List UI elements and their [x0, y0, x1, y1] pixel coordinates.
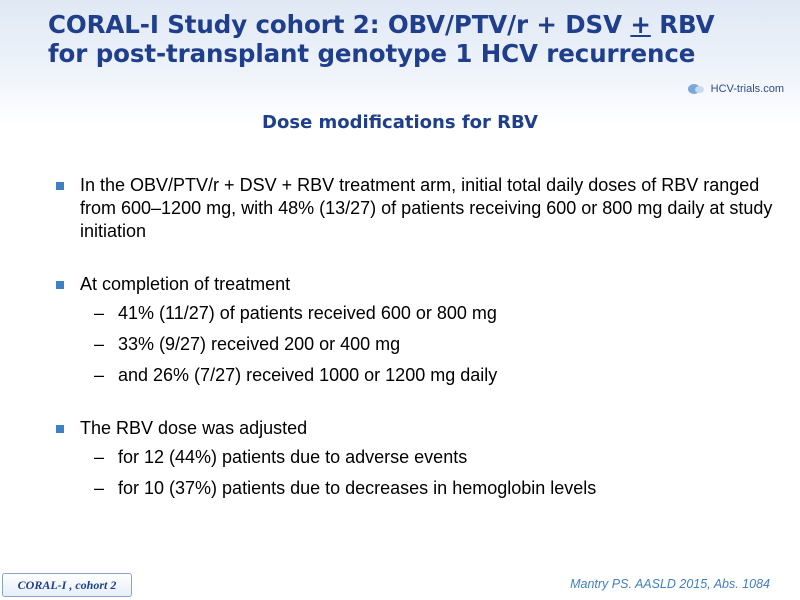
- square-bullet-icon: [56, 425, 64, 433]
- dash-icon: –: [94, 365, 105, 385]
- title-line-1: CORAL-I Study cohort 2: OBV/PTV/r + DSV …: [48, 10, 788, 39]
- bullet-text: At completion of treatment: [80, 274, 291, 294]
- square-bullet-icon: [56, 281, 64, 289]
- hcv-trials-logo: HCV-trials.com: [687, 80, 784, 98]
- sub-bullet-item: – 41% (11/27) of patients received 600 o…: [56, 302, 776, 325]
- slide-subtitle: Dose modifications for RBV: [262, 112, 538, 133]
- slide-content: In the OBV/PTV/r + DSV + RBV treatment a…: [56, 174, 776, 500]
- bullet-item: In the OBV/PTV/r + DSV + RBV treatment a…: [56, 174, 776, 243]
- sub-bullet-text: 33% (9/27) received 200 or 400 mg: [118, 334, 401, 354]
- sub-bullet-text: and 26% (7/27) received 1000 or 1200 mg …: [118, 365, 498, 385]
- logo-text: HCV-trials.com: [710, 83, 784, 95]
- sub-bullet-item: – and 26% (7/27) received 1000 or 1200 m…: [56, 364, 776, 387]
- bullet-text: The RBV dose was adjusted: [80, 418, 308, 438]
- sub-bullet-text: for 10 (37%) patients due to decreases i…: [118, 478, 597, 498]
- sub-bullet-item: – for 12 (44%) patients due to adverse e…: [56, 446, 776, 469]
- bullet-text: In the OBV/PTV/r + DSV + RBV treatment a…: [80, 175, 773, 241]
- square-bullet-icon: [56, 182, 64, 190]
- hcv-trials-logo-icon: [687, 82, 708, 96]
- title-line-1-suffix: RBV: [650, 10, 715, 39]
- dash-icon: –: [94, 334, 105, 354]
- sub-bullet-text: 41% (11/27) of patients received 600 or …: [118, 303, 497, 323]
- dash-icon: –: [94, 478, 105, 498]
- sub-bullet-item: – for 10 (37%) patients due to decreases…: [56, 477, 776, 500]
- dash-icon: –: [94, 447, 105, 467]
- reference-citation: Mantry PS. AASLD 2015, Abs. 1084: [570, 577, 770, 591]
- dash-icon: –: [94, 303, 105, 323]
- sub-bullet-item: – 33% (9/27) received 200 or 400 mg: [56, 333, 776, 356]
- slide-title: CORAL-I Study cohort 2: OBV/PTV/r + DSV …: [48, 10, 788, 68]
- bullet-item: At completion of treatment: [56, 273, 776, 296]
- title-line-2: for post-transplant genotype 1 HCV recur…: [48, 39, 696, 68]
- title-line-1-prefix: CORAL-I Study cohort 2: OBV/PTV/r + DSV: [48, 10, 631, 39]
- sub-bullet-text: for 12 (44%) patients due to adverse eve…: [118, 447, 468, 467]
- title-plus-underlined: +: [630, 10, 651, 39]
- study-tag: CORAL-I , cohort 2: [2, 573, 132, 597]
- bullet-item: The RBV dose was adjusted: [56, 417, 776, 440]
